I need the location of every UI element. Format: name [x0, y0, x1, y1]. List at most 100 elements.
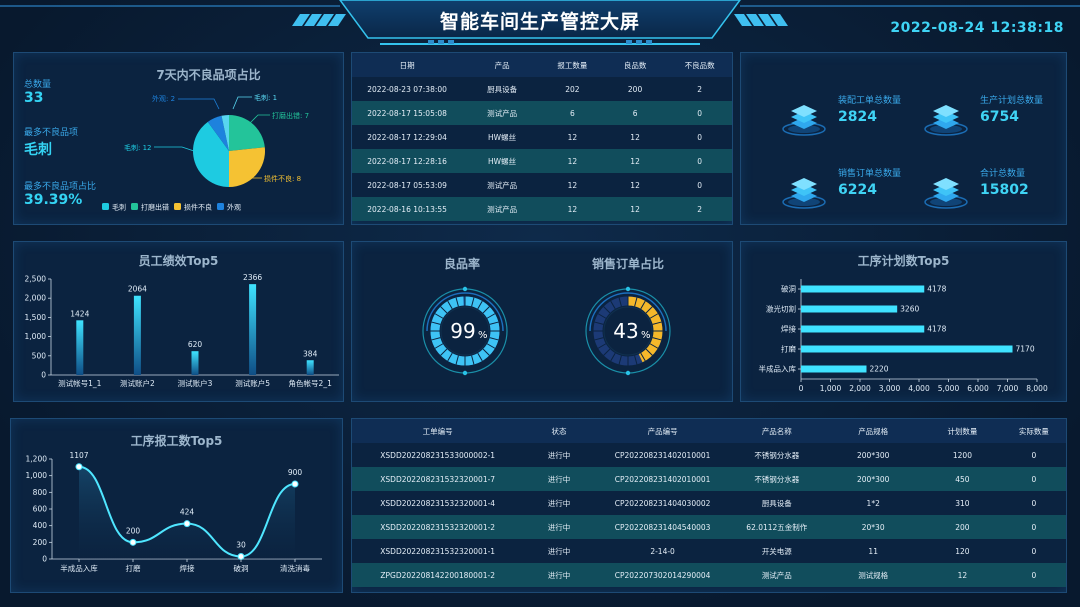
table-row[interactable]: 2022-08-17 15:05:08 测试产品 6 6 0 — [352, 101, 732, 125]
table-cell: 2022-08-17 15:05:08 — [352, 101, 463, 125]
x-tick-label: 角色帐号2_1 — [289, 378, 333, 388]
line-point — [183, 520, 191, 528]
column-header[interactable]: 良品数 — [602, 53, 668, 77]
total-value: 33 — [24, 90, 44, 106]
table-row[interactable]: XSDD202208231532320001-2 进行中 CP20220823140… — [352, 515, 1066, 539]
table-row[interactable]: 2022-08-17 12:28:16 HW螺丝 12 12 0 — [352, 149, 732, 173]
gauge-value: 43 — [613, 319, 638, 343]
process-report-line-chart: 0 200 400 600 800 1,000 1,200 1107 半成品入库 200 打磨 424… — [26, 451, 322, 573]
column-header[interactable]: 实际数量 — [1001, 419, 1066, 443]
table-row[interactable]: XSDD202208231532320001-1 进行中 2-14-0 开关电源 11 1… — [352, 539, 1066, 563]
gauge-unit: % — [641, 330, 651, 341]
table-cell: 不锈钢分水器 — [730, 467, 824, 491]
bar-value-label: 2220 — [869, 365, 888, 374]
gauge-segment-gap — [486, 343, 496, 349]
layers-icon — [781, 169, 827, 209]
report-table-panel: 日期 产品 报工数量 良品数 不良品数 2022-08-23 07:38:00 厨具设备 20… — [351, 52, 733, 225]
table-cell: 310 — [923, 491, 1002, 515]
table-row[interactable]: 2022-08-17 05:53:09 测试产品 12 12 0 — [352, 173, 732, 197]
column-header[interactable]: 产品名称 — [730, 419, 824, 443]
table-cell: 202 — [541, 77, 603, 101]
most-label: 最多不良品项 — [24, 128, 79, 138]
bar-value-label: 7170 — [1016, 345, 1035, 354]
table-cell: 0 — [1001, 467, 1066, 491]
gauge-segment-gap — [610, 352, 616, 362]
table-cell: 12 — [602, 125, 668, 149]
y-tick-label: 200 — [33, 538, 48, 547]
table-cell: 进行中 — [523, 539, 595, 563]
table-row[interactable]: 2022-08-23 07:38:00 厨具设备 202 200 2 — [352, 77, 732, 101]
y-tick-label: 1,000 — [26, 471, 48, 480]
column-header[interactable]: 不良品数 — [667, 53, 732, 77]
gauge-inner-ring — [440, 306, 490, 356]
table-cell: 0 — [1001, 563, 1066, 587]
x-tick-label: 清洗消毒 — [280, 563, 310, 573]
x-tick-label: 2,000 — [849, 384, 871, 393]
gauge-segment-gap — [634, 355, 638, 365]
gauge-inner-ring — [603, 306, 653, 356]
table-cell: 0 — [667, 125, 732, 149]
table-cell: 2 — [667, 77, 732, 101]
gauge-marker — [462, 286, 468, 292]
table-cell: 进行中 — [523, 467, 595, 491]
bar — [191, 351, 199, 375]
table-cell: 12 — [541, 197, 603, 221]
pie-slice — [193, 121, 229, 187]
gauge-segment-gap — [431, 321, 441, 325]
gauge-segment-gap — [603, 306, 611, 314]
column-header[interactable]: 日期 — [352, 53, 463, 77]
table-cell: CP202208231404030002 — [594, 491, 731, 515]
column-header[interactable]: 计划数量 — [923, 419, 1002, 443]
gauge-segment-gap — [431, 337, 441, 341]
gauge-segment-gap — [455, 355, 459, 365]
column-header[interactable]: 状态 — [523, 419, 595, 443]
table-cell: 0 — [1001, 491, 1066, 515]
y-tick-label: 激光切割 — [766, 304, 796, 314]
gauge-segment-gap — [477, 300, 483, 310]
table-cell: 不锈钢分水器 — [730, 443, 824, 467]
column-header[interactable]: 报工数量 — [541, 53, 603, 77]
table-cell: 12 — [602, 173, 668, 197]
gauge-segment-gap — [434, 343, 444, 349]
gauge-segment-gap — [597, 343, 607, 349]
table-cell: 200*300 — [823, 443, 924, 467]
table-row[interactable]: XSDD202208231532320001-7 进行中 CP20220823140… — [352, 467, 1066, 491]
table-row[interactable]: 2022-08-16 10:13:55 测试产品 12 12 2 — [352, 197, 732, 221]
table-cell: CP202207302014290004 — [594, 563, 731, 587]
table-row[interactable]: XSDD202208231533000002-1 进行中 CP20220823140… — [352, 443, 1066, 467]
column-header[interactable]: 产品 — [462, 53, 542, 77]
table-row[interactable]: XSDD202208231532320001-4 进行中 CP20220823140… — [352, 491, 1066, 515]
gauge-segment-gap — [471, 355, 475, 365]
page-title: 智能车间生产管控大屏 — [439, 11, 640, 33]
kpi-label: 销售订单总数量 — [838, 169, 902, 179]
gauge-segment-gap — [645, 306, 653, 314]
y-tick-label: 2,500 — [25, 275, 47, 284]
process-plan-panel: 工序计划数Top5 0 1,000 2,000 3,000 4,000 5,000 6,00… — [740, 241, 1067, 402]
gauge-segment-gap — [489, 337, 499, 341]
gauge-segment-gap — [640, 352, 646, 362]
x-tick-label: 测试账户5 — [235, 378, 270, 388]
pie-label: 毛刺: 1 — [254, 93, 277, 102]
layers-icon — [781, 96, 827, 136]
column-header[interactable]: 产品规格 — [823, 419, 924, 443]
table-cell: 1*2 — [823, 491, 924, 515]
bar — [249, 284, 257, 375]
table-cell: HW螺丝 — [462, 149, 542, 173]
gauge-segment-gap — [447, 300, 453, 310]
gauge-segment-gap — [618, 297, 622, 307]
gauge-unit: % — [478, 330, 488, 341]
table-cell: 2022-08-17 05:53:09 — [352, 173, 463, 197]
table-cell: 测试产品 — [730, 563, 824, 587]
kpi-value: 6754 — [980, 109, 1019, 125]
legend-swatch — [174, 203, 181, 210]
process-report-panel: 工序报工数Top5 0 200 400 600 800 1,000 1,200 1107 半成品… — [10, 418, 343, 593]
column-header[interactable]: 产品编号 — [594, 419, 731, 443]
x-tick-label: 测试账户3 — [178, 378, 213, 388]
table-row[interactable]: ZPGD202208142200180001-2 进行中 CP20220730201… — [352, 563, 1066, 587]
bar — [801, 345, 1013, 353]
column-header[interactable]: 工单编号 — [352, 419, 524, 443]
gauge-segment-gap — [594, 321, 604, 325]
table-row[interactable]: 2022-08-17 12:29:04 HW螺丝 12 12 0 — [352, 125, 732, 149]
bar-value-label: 3260 — [900, 305, 919, 314]
x-tick-label: 半成品入库 — [60, 563, 98, 573]
